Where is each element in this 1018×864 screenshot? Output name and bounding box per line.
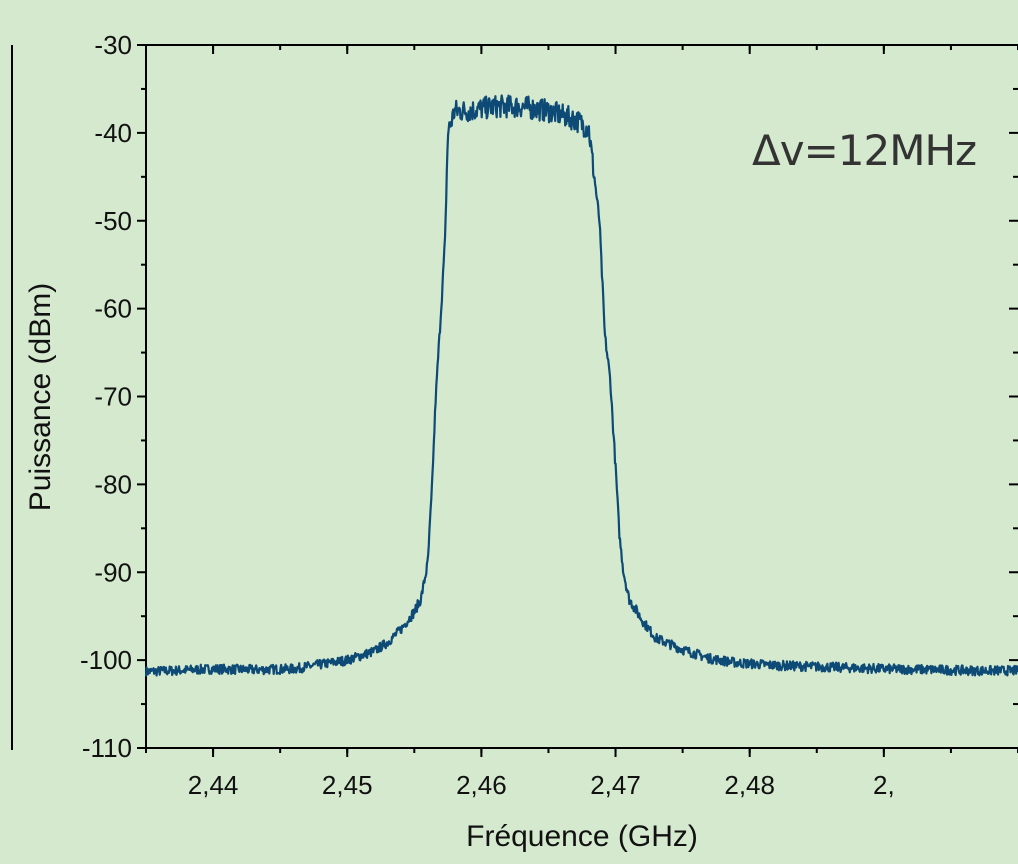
series-line-0 <box>144 94 1018 677</box>
x-tick-label: 2, <box>873 770 895 800</box>
y-tick-label: -90 <box>94 557 132 587</box>
series-layer <box>144 94 1018 677</box>
y-tick-label: -70 <box>94 382 132 412</box>
x-tick-label: 2,44 <box>188 770 239 800</box>
x-axis-title: Fréquence (GHz) <box>466 820 698 853</box>
x-tick-label: 2,48 <box>724 770 775 800</box>
y-tick-label: -50 <box>94 206 132 236</box>
y-tick-label: -40 <box>94 118 132 148</box>
x-tick-label: 2,46 <box>456 770 507 800</box>
ticks: -110 -100 -90 -80 -70 -60 -50 -40 -30 2,44 2,45 2,4… <box>80 30 1018 800</box>
y-tick-label: -30 <box>94 30 132 60</box>
x-tick-label: 2,45 <box>322 770 373 800</box>
y-tick-label: -110 <box>82 733 132 763</box>
y-tick-label: -80 <box>94 469 132 499</box>
y-axis-title: Puissance (dBm) <box>24 283 57 511</box>
y-tick-label: -100 <box>80 645 132 675</box>
bandwidth-annotation: Δv=12MHz <box>752 126 976 175</box>
y-tick-label: -60 <box>94 294 132 324</box>
x-tick-label: 2,47 <box>590 770 641 800</box>
